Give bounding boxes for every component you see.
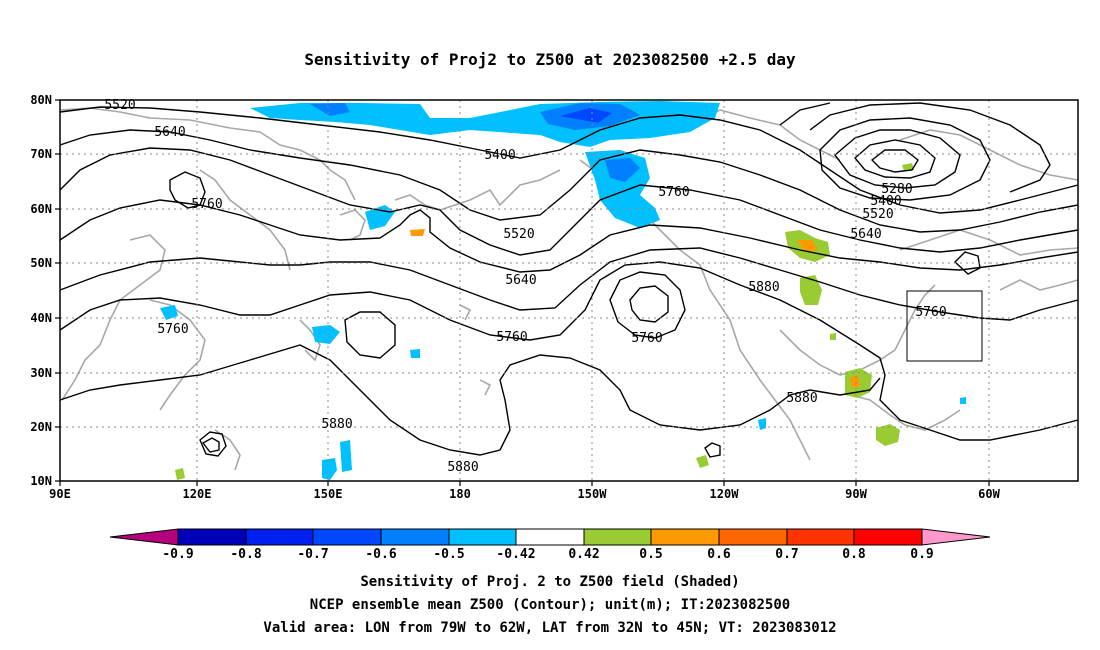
colorbar-label: -0.42 <box>496 547 535 562</box>
lon-label: 60W <box>978 487 1000 501</box>
contour-label: 5760 <box>496 330 527 345</box>
lat-label: 10N <box>30 474 52 488</box>
lon-label: 120W <box>710 487 740 501</box>
colorbar-label: 0.9 <box>910 547 933 562</box>
lon-label: 90E <box>49 487 71 501</box>
colorbar-label: -0.8 <box>230 547 261 562</box>
contour-label: 5880 <box>748 280 779 295</box>
colorbar-label: 0.7 <box>775 547 798 562</box>
valid-area-box <box>906 290 983 362</box>
colorbar-cell <box>515 528 585 546</box>
caption-shading: Sensitivity of Proj. 2 to Z500 field (Sh… <box>360 574 740 590</box>
colorbar-cell <box>718 528 788 546</box>
contour-label: 5760 <box>157 322 188 337</box>
colorbar-label: 0.8 <box>842 547 866 562</box>
colorbar-labels: -0.9 -0.8 -0.7 -0.6 -0.5 -0.42 0.42 0.5 … <box>162 547 933 562</box>
lat-label: 50N <box>30 256 52 270</box>
lat-label: 70N <box>30 147 52 161</box>
lat-label: 30N <box>30 366 52 380</box>
colorbar-label: -0.7 <box>297 547 328 562</box>
colorbar-cell <box>245 528 314 546</box>
colorbar-label: 0.42 <box>568 547 599 562</box>
colorbar-cell <box>583 528 652 546</box>
contour-label: 5640 <box>850 227 881 242</box>
page-title: Sensitivity of Proj2 to Z500 at 20230825… <box>304 50 796 69</box>
contour-label: 5880 <box>786 391 817 406</box>
contour-label: 5280 <box>881 182 912 197</box>
contour-label: 5520 <box>104 98 135 113</box>
contour-label: 5760 <box>915 305 946 320</box>
contour-label: 5880 <box>447 460 478 475</box>
contour-label: 5640 <box>154 125 185 140</box>
contour-label: 5520 <box>503 227 534 242</box>
caption-valid-area: Valid area: LON from 79W to 62W, LAT fro… <box>263 620 837 636</box>
lon-label: 180 <box>449 487 471 501</box>
contour-label: 5400 <box>870 194 901 209</box>
colorbar <box>109 528 991 546</box>
lon-label: 120E <box>183 487 212 501</box>
colorbar-label: 0.5 <box>639 547 662 562</box>
contour-label: 5760 <box>631 331 662 346</box>
lon-tick-labels: 90E 120E 150E 180 150W 120W 90W 60W <box>49 487 1000 501</box>
contour-label: 5520 <box>862 207 893 222</box>
lat-label: 60N <box>30 202 52 216</box>
colorbar-label: -0.5 <box>433 547 464 562</box>
contour-label: 5400 <box>484 148 515 163</box>
colorbar-label: 0.6 <box>707 547 731 562</box>
lon-label: 90W <box>845 487 867 501</box>
lat-label: 20N <box>30 420 52 434</box>
colorbar-label: -0.9 <box>162 547 193 562</box>
lat-tick-labels: 80N 70N 60N 50N 40N 30N 20N 10N <box>30 93 52 488</box>
lat-label: 80N <box>30 93 52 107</box>
colorbar-cell <box>448 528 517 546</box>
colorbar-cell <box>853 528 923 546</box>
colorbar-cell <box>650 528 720 546</box>
colorbar-cell <box>177 528 247 546</box>
colorbar-cell <box>380 528 450 546</box>
lat-label: 40N <box>30 311 52 325</box>
z500-contours <box>59 102 1079 458</box>
contour-label: 5760 <box>191 197 222 212</box>
contour-label: 5760 <box>658 185 689 200</box>
colorbar-cell <box>786 528 855 546</box>
gridlines <box>60 100 1078 481</box>
contour-labels: 5520 5640 5760 5400 5760 5520 5640 5880 … <box>104 98 946 475</box>
colorbar-label: -0.6 <box>365 547 396 562</box>
colorbar-low-triangle <box>109 528 179 546</box>
contour-label: 5880 <box>321 417 352 432</box>
sensitivity-shading <box>160 101 966 480</box>
map-frame <box>59 99 1079 482</box>
caption-contour: NCEP ensemble mean Z500 (Contour); unit(… <box>309 597 791 613</box>
lon-label: 150W <box>578 487 608 501</box>
colorbar-high-triangle <box>921 528 991 546</box>
coastlines <box>59 107 1079 471</box>
contour-label: 5640 <box>505 273 536 288</box>
tick-marks <box>55 99 990 486</box>
lon-label: 150E <box>314 487 343 501</box>
colorbar-cell <box>312 528 382 546</box>
